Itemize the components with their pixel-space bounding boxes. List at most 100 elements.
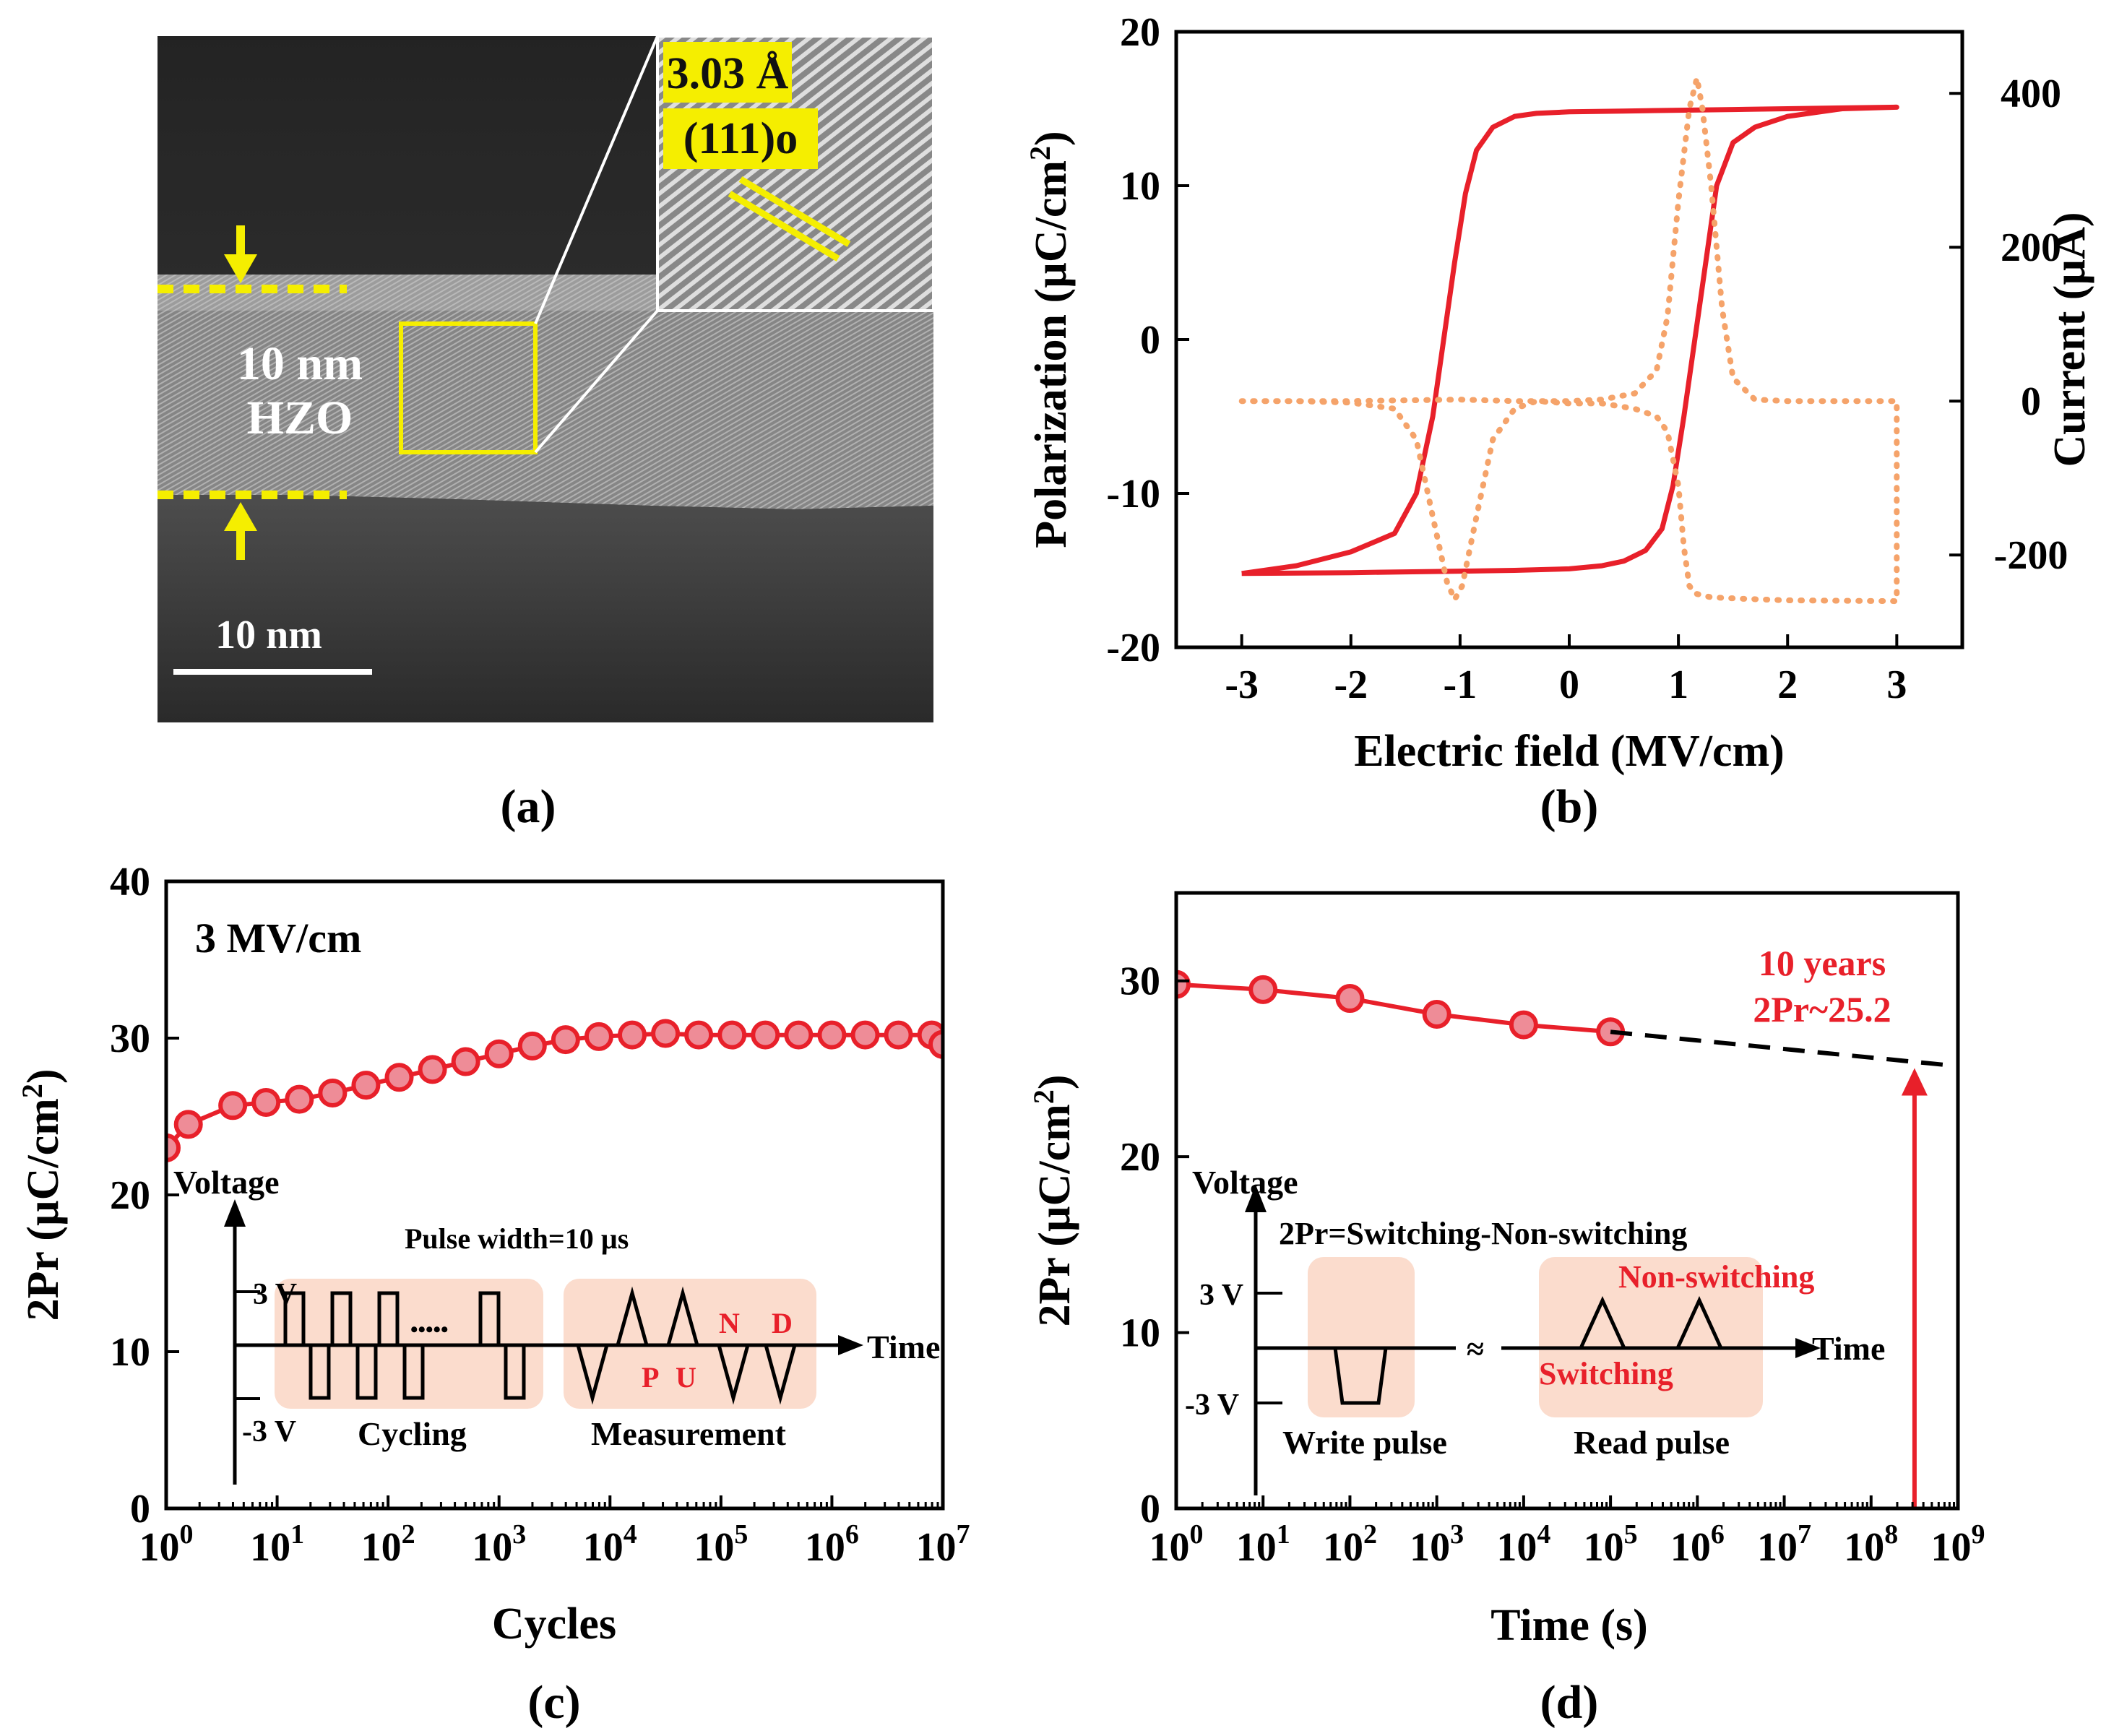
x-tick-label-c: 104 bbox=[583, 1519, 637, 1570]
x-tick-label-d: 103 bbox=[1410, 1519, 1464, 1570]
data-point bbox=[318, 1078, 348, 1107]
voltage-axis-d: Voltage bbox=[1192, 1164, 1298, 1201]
lattice-spacing: 3.03 Å bbox=[667, 49, 789, 98]
voltage-arrow-icon bbox=[224, 1199, 246, 1227]
pulse-d: D bbox=[772, 1307, 793, 1339]
x-tick-label-d: 101 bbox=[1236, 1519, 1290, 1570]
data-point bbox=[484, 1039, 514, 1068]
y-tick-label-c: 10 bbox=[110, 1330, 150, 1375]
y-tick-label-b: 20 bbox=[1120, 10, 1160, 55]
v-high-d: 3 V bbox=[1199, 1279, 1243, 1312]
panel-c: Voltage Time Pulse width=10 µs 3 V -3 V … bbox=[16, 860, 970, 1729]
x-tick-label-b: 3 bbox=[1886, 662, 1907, 707]
data-point bbox=[173, 1110, 203, 1139]
read-pulse-label: Read pulse bbox=[1574, 1424, 1730, 1461]
x-tick-label-c: 102 bbox=[361, 1519, 415, 1570]
write-box bbox=[1308, 1257, 1415, 1417]
y-tick-label-c: 30 bbox=[110, 1016, 150, 1061]
formula: 2Pr=Switching-Non-switching bbox=[1279, 1216, 1687, 1251]
x-tick-label-b: 0 bbox=[1559, 662, 1579, 707]
arrow-head-icon bbox=[1901, 1068, 1928, 1096]
pulse-n: N bbox=[719, 1307, 740, 1339]
data-line bbox=[1176, 982, 1611, 1035]
x-axis-label-c: Cycles bbox=[492, 1599, 616, 1649]
x-tick-label-d: 106 bbox=[1670, 1519, 1725, 1570]
x-tick-label-b: 1 bbox=[1668, 662, 1688, 707]
data-point bbox=[517, 1031, 547, 1061]
axis-break: ≈ bbox=[1467, 1331, 1484, 1367]
y2-tick-label-b: 200 bbox=[2001, 225, 2061, 270]
pulse-p: P bbox=[642, 1361, 659, 1394]
v-low-c: -3 V bbox=[242, 1415, 296, 1448]
y-tick-label-c: 0 bbox=[130, 1487, 150, 1532]
data-point bbox=[351, 1071, 381, 1100]
current-curve bbox=[1238, 77, 1900, 607]
layer-label-material: HZO bbox=[247, 392, 353, 444]
voltage-axis-c: Voltage bbox=[173, 1164, 280, 1201]
y2-axis-label-b: Current (µA) bbox=[2045, 212, 2094, 467]
x-tick-label-d: 102 bbox=[1323, 1519, 1377, 1570]
polarization-curve bbox=[1241, 104, 1899, 576]
data-line bbox=[166, 1031, 943, 1149]
x-tick-label-b: -3 bbox=[1225, 662, 1259, 707]
measurement-pulses bbox=[576, 1286, 797, 1405]
data-point bbox=[384, 1063, 414, 1092]
plot-frame-b bbox=[1174, 30, 1964, 649]
v-high-c: 3 V bbox=[253, 1278, 297, 1311]
zoom-box bbox=[399, 321, 538, 454]
x-tick-label-c: 103 bbox=[472, 1519, 526, 1570]
x-tick-label-d: 100 bbox=[1149, 1519, 1204, 1570]
time-axis-c: Time bbox=[867, 1329, 940, 1365]
extrapolation-label-value: 2Pr~25.2 bbox=[1753, 989, 1891, 1029]
data-point bbox=[717, 1020, 747, 1050]
v-low-d: -3 V bbox=[1185, 1389, 1239, 1422]
plot-frame-d bbox=[1174, 891, 1960, 1511]
y-axis-label-c: 2Pr (µC/cm2) bbox=[16, 1069, 69, 1321]
x-tick-label-c: 101 bbox=[250, 1519, 304, 1570]
data-point bbox=[651, 1019, 681, 1048]
y-tick-label-d: 0 bbox=[1140, 1487, 1160, 1532]
y2-tick-label-b: 400 bbox=[2001, 72, 2061, 116]
data-point bbox=[684, 1020, 714, 1050]
x-tick-label-d: 107 bbox=[1757, 1519, 1811, 1570]
pulse-u: U bbox=[676, 1361, 696, 1394]
scale-bar-label: 10 nm bbox=[215, 613, 322, 657]
data-point bbox=[418, 1055, 447, 1084]
plot-frame-c bbox=[164, 879, 945, 1511]
data-point bbox=[928, 1029, 943, 1059]
data-point bbox=[817, 1020, 847, 1050]
x-tick-label-d: 109 bbox=[1931, 1519, 1985, 1570]
down-arrow-icon bbox=[224, 225, 257, 283]
pulse-width: Pulse width=10 µs bbox=[405, 1222, 629, 1255]
inset-c: Voltage Time Pulse width=10 µs 3 V -3 V … bbox=[173, 1164, 940, 1485]
write-pulse-label: Write pulse bbox=[1282, 1424, 1447, 1461]
data-point bbox=[751, 1020, 780, 1050]
panel-a-label: (a) bbox=[501, 780, 556, 833]
read-box bbox=[1539, 1257, 1763, 1417]
data-point bbox=[584, 1022, 613, 1051]
time-arrow-icon bbox=[838, 1335, 863, 1355]
data-point bbox=[1509, 1010, 1538, 1040]
data-point bbox=[1422, 999, 1451, 1029]
non-switching-label: Non-switching bbox=[1618, 1259, 1814, 1295]
y-tick-label-b: 0 bbox=[1140, 318, 1160, 363]
x-tick-label-c: 107 bbox=[916, 1519, 970, 1570]
data-point bbox=[218, 1091, 248, 1120]
data-point bbox=[166, 1133, 181, 1162]
y-tick-label-d: 10 bbox=[1120, 1311, 1160, 1356]
y-tick-label-b: -20 bbox=[1106, 626, 1160, 670]
x-axis-label-b: Electric field (MV/cm) bbox=[1354, 727, 1785, 776]
extrapolation-label-years: 10 years bbox=[1759, 943, 1886, 983]
data-point bbox=[251, 1087, 281, 1117]
data-point bbox=[551, 1025, 580, 1055]
y-tick-label-b: 10 bbox=[1120, 164, 1160, 209]
cycling-pulses bbox=[283, 1291, 526, 1400]
panel-d: ≈ Voltage Time 2Pr=Switching-Non-switchi… bbox=[1027, 891, 1985, 1729]
measurement-label: Measurement bbox=[591, 1415, 787, 1452]
time-axis-d: Time bbox=[1812, 1330, 1885, 1367]
y2-tick-label-b: 0 bbox=[2021, 379, 2041, 424]
x-tick-label-d: 104 bbox=[1496, 1519, 1550, 1570]
field-annotation: 3 MV/cm bbox=[195, 915, 361, 962]
data-point bbox=[884, 1020, 913, 1050]
x-axis-label-d: Time (s) bbox=[1490, 1601, 1648, 1650]
